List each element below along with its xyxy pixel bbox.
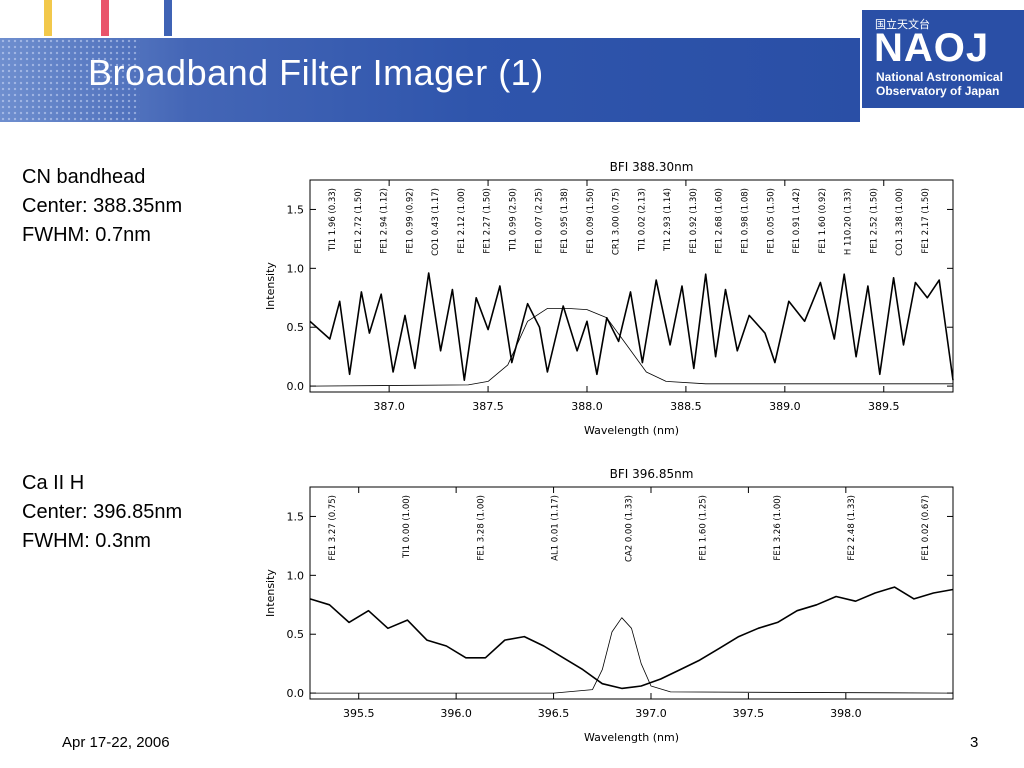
line-id-label: FE2 2.48 (1.33): [847, 495, 857, 561]
accent-bar-blue: [164, 0, 172, 36]
panel-name: Ca II H: [22, 472, 85, 494]
panel-fwhm: FWHM: 0.3nm: [22, 530, 151, 552]
x-tick-label: 396.0: [440, 707, 472, 720]
line-id-label: FE1 0.99 (0.92): [405, 188, 415, 254]
chart-title: BFI 388.30nm: [610, 160, 694, 174]
footer-date: Apr 17-22, 2006: [62, 734, 170, 751]
plot-frame: [309, 486, 954, 700]
y-axis-label: Intensity: [264, 569, 277, 617]
line-id-label: TI1 0.00 (1.00): [402, 495, 412, 559]
line-id-label: AL1 0.01 (1.17): [550, 495, 560, 561]
panel-name: CN bandhead: [22, 166, 146, 188]
line-id-label: TI1 1.96 (0.33): [328, 188, 338, 252]
chart-title: BFI 396.85nm: [610, 467, 694, 481]
accent-bar-red: [101, 0, 109, 36]
x-tick-label: 389.5: [868, 400, 900, 413]
page-number: 3: [970, 734, 979, 751]
line-id-label: FE1 2.27 (1.50): [483, 188, 493, 254]
line-id-label: TI1 2.93 (1.14): [663, 188, 673, 252]
line-id-label: FE1 3.26 (1.00): [773, 495, 783, 561]
x-axis-label: Wavelength (nm): [584, 424, 679, 437]
line-id-label: TI1 0.02 (2.13): [637, 188, 647, 252]
slide-title: Broadband Filter Imager (1): [88, 52, 544, 93]
x-tick-label: 388.0: [571, 400, 603, 413]
line-id-label: FE1 2.17 (1.50): [921, 188, 931, 254]
title-band: [0, 38, 860, 122]
line-id-label: FE1 0.98 (1.08): [741, 188, 751, 254]
filter-profile-line: [310, 617, 954, 694]
y-tick-label: 1.5: [287, 510, 305, 523]
line-id-label: H 110.20 (1.33): [844, 188, 854, 255]
line-id-label: FE1 2.72 (1.50): [354, 188, 364, 254]
x-tick-label: 396.5: [538, 707, 570, 720]
naoj-logo: [862, 10, 1024, 108]
spectrum-line: [309, 272, 954, 381]
x-tick-label: 397.0: [635, 707, 667, 720]
logo-japanese-text: 国立天文台: [875, 19, 930, 31]
line-id-label: FE1 2.12 (1.00): [457, 188, 467, 254]
x-tick-label: 388.5: [670, 400, 702, 413]
accent-bar-yellow: [44, 0, 52, 36]
dot-pattern: [0, 38, 140, 122]
line-id-label: FE1 0.02 (0.67): [921, 495, 931, 561]
line-id-label: FE1 0.92 (1.30): [689, 188, 699, 254]
line-id-label: FE1 0.09 (1.50): [586, 188, 596, 254]
panel-info-cn: CN bandhead Center: 388.35nm FWHM: 0.7nm: [22, 163, 182, 250]
y-axis-label: Intensity: [264, 262, 277, 310]
panel-center: Center: 396.85nm: [22, 501, 183, 523]
y-tick-label: 0.5: [287, 321, 305, 334]
line-id-label: CA2 0.00 (1.33): [625, 495, 635, 562]
x-tick-label: 389.0: [769, 400, 801, 413]
line-id-label: FE1 2.52 (1.50): [869, 188, 879, 254]
line-id-label: FE1 3.28 (1.00): [476, 495, 486, 561]
line-id-label: CR1 3.00 (0.75): [612, 188, 622, 255]
line-id-label: FE1 2.68 (1.60): [715, 188, 725, 254]
y-tick-label: 0.0: [287, 687, 305, 700]
y-tick-label: 1.5: [287, 203, 305, 216]
logo-line2: Observatory of Japan: [876, 84, 1000, 98]
line-id-label: FE1 1.60 (0.92): [818, 188, 828, 254]
y-tick-label: 1.0: [287, 569, 305, 582]
panel-info-ca: Ca II H Center: 396.85nm FWHM: 0.3nm: [22, 469, 182, 556]
line-id-label: FE1 0.95 (1.38): [560, 188, 570, 254]
plot-frame: [309, 179, 954, 393]
filter-profile-line: [309, 307, 953, 387]
x-tick-label: 395.5: [343, 707, 375, 720]
logo-line1: National Astronomical: [876, 70, 1003, 84]
panel-center: Center: 388.35nm: [22, 195, 183, 217]
line-id-label: FE1 3.27 (0.75): [328, 495, 338, 561]
line-id-label: FE1 1.60 (1.25): [699, 495, 709, 561]
logo-mark: NAOJ: [874, 26, 990, 70]
spectrum-chart-cn: BFI 388.30nm 387.0 387.5 388.0 388.5 389.0 389…: [264, 160, 954, 437]
y-tick-label: 0.5: [287, 628, 305, 641]
x-tick-label: 387.0: [373, 400, 405, 413]
line-id-label: CO1 3.38 (1.00): [895, 188, 905, 256]
x-tick-label: 387.5: [472, 400, 504, 413]
x-tick-label: 397.5: [733, 707, 765, 720]
line-id-label: FE1 2.94 (1.12): [380, 188, 390, 254]
panel-fwhm: FWHM: 0.7nm: [22, 224, 151, 246]
y-tick-label: 1.0: [287, 262, 305, 275]
spectrum-line: [309, 586, 954, 690]
line-id-label: FE1 0.91 (1.42): [792, 188, 802, 254]
x-axis-label: Wavelength (nm): [584, 731, 679, 744]
y-tick-label: 0.0: [287, 380, 305, 393]
line-id-label: TI1 0.99 (2.50): [508, 188, 518, 252]
spectrum-chart-ca: BFI 396.85nm 395.5 396.0 396.5 397.0 397.5 398…: [264, 467, 954, 744]
x-tick-label: 398.0: [830, 707, 862, 720]
slide-header: Broadband Filter Imager (1) 国立天文台 NAOJ N…: [0, 0, 1024, 122]
line-id-label: FE1 0.07 (2.25): [534, 188, 544, 254]
line-id-label: CO1 0.43 (1.17): [431, 188, 441, 256]
line-id-label: FE1 0.05 (1.50): [766, 188, 776, 254]
